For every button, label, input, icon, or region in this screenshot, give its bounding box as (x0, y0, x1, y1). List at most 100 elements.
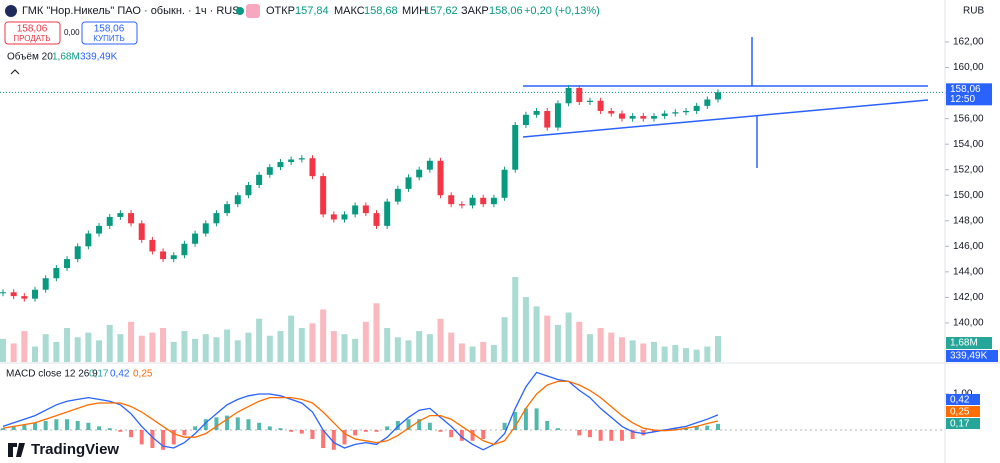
histogram-bar (438, 430, 443, 432)
candle (298, 158, 305, 160)
volume-bar (715, 336, 721, 362)
histogram-bar (598, 430, 603, 441)
volume-bar (405, 340, 412, 362)
volume-bar (352, 338, 359, 362)
candle (512, 125, 519, 170)
candle (309, 158, 316, 177)
volume-bar (309, 323, 316, 362)
histogram-bar (129, 430, 134, 438)
histogram-bar (193, 426, 198, 430)
candle (469, 197, 476, 206)
candle (544, 110, 551, 128)
histogram-bar (321, 430, 326, 448)
candle (0, 292, 6, 294)
candle (618, 113, 625, 119)
low-value: 157,62 (424, 5, 458, 17)
volume-bar (170, 341, 177, 362)
candle (672, 112, 679, 114)
high-label: МАКС (334, 5, 365, 17)
volume-bar (96, 340, 103, 362)
candle (330, 214, 337, 220)
volume-bar (341, 334, 348, 362)
y-tick-label: 152,00 (953, 164, 984, 175)
histogram-bar (545, 421, 550, 430)
histogram-bar (299, 430, 304, 434)
histogram-bar (310, 430, 315, 439)
signal-line (2, 380, 719, 446)
brand-logo (8, 443, 25, 457)
candle (522, 114, 529, 126)
volume-tag-text: 1,68M (950, 338, 978, 349)
histogram-bar (673, 428, 678, 430)
close-label: ЗАКР (461, 5, 489, 17)
histogram-bar (534, 408, 539, 430)
sell-button[interactable] (4, 21, 61, 45)
buy-button[interactable] (81, 21, 138, 45)
histogram-bar (267, 426, 272, 430)
volume-bar (661, 346, 668, 362)
y-tick-label: 150,00 (953, 190, 984, 201)
volume-bar (586, 334, 593, 362)
volume-bar (138, 335, 145, 362)
volume-bar (437, 318, 444, 362)
histogram-bar (75, 421, 80, 430)
volume-ma-tag (946, 350, 998, 362)
volume-bar (0, 338, 6, 362)
volume-bar (320, 309, 327, 362)
histogram-bar (523, 408, 528, 430)
sell-price: 158,06 (17, 24, 48, 35)
symbol-logo (5, 5, 17, 17)
currency[interactable]: RUB (963, 6, 984, 17)
histogram-bar (683, 428, 688, 430)
change-value: +0,20 (+0,13%) (524, 5, 600, 17)
candle (277, 162, 284, 168)
candle (384, 201, 391, 226)
high-value: 158,68 (364, 5, 398, 17)
volume-bar (533, 306, 540, 362)
collapse-icon[interactable] (10, 69, 20, 75)
histogram-bar (406, 419, 411, 430)
candle (405, 177, 412, 189)
candle (64, 259, 71, 269)
histogram-bar (107, 428, 112, 430)
histogram-bar (161, 430, 166, 450)
buy-price: 158,06 (94, 24, 125, 35)
macd-line (2, 371, 719, 451)
volume-bar (213, 337, 220, 362)
histogram-bar (43, 421, 48, 430)
histogram-bar (289, 430, 294, 432)
trend-line[interactable] (522, 99, 929, 138)
candle (256, 174, 263, 186)
histogram-bar (705, 425, 710, 430)
hist-tag-text: 0,17 (950, 419, 970, 430)
volume-bar (181, 331, 188, 362)
volume-bar (10, 343, 17, 362)
price-tag-time: 12:50 (950, 94, 975, 105)
histogram-bar (363, 430, 368, 432)
candle (53, 268, 60, 279)
histogram-bar (651, 430, 656, 432)
candle (224, 204, 231, 214)
volume-bar (650, 341, 657, 362)
candle (320, 176, 327, 215)
volume-bar (149, 332, 156, 362)
candle (490, 197, 497, 205)
volume-bar (298, 328, 305, 362)
candle (202, 223, 209, 234)
histogram-bar (97, 426, 102, 430)
volume-bar (42, 334, 49, 362)
histogram-bar (225, 415, 230, 430)
volume-bar (64, 328, 71, 362)
candle (192, 233, 199, 244)
histogram-bar (246, 419, 251, 430)
macd-line-value: 0,42 (110, 369, 130, 380)
histogram-bar (235, 417, 240, 430)
volume-bar (160, 328, 167, 362)
spread: 0,00 (64, 28, 80, 37)
volume-bar (234, 340, 241, 362)
open-value: 157,84 (295, 5, 329, 17)
candle (266, 167, 273, 175)
histogram-bar (33, 422, 38, 430)
